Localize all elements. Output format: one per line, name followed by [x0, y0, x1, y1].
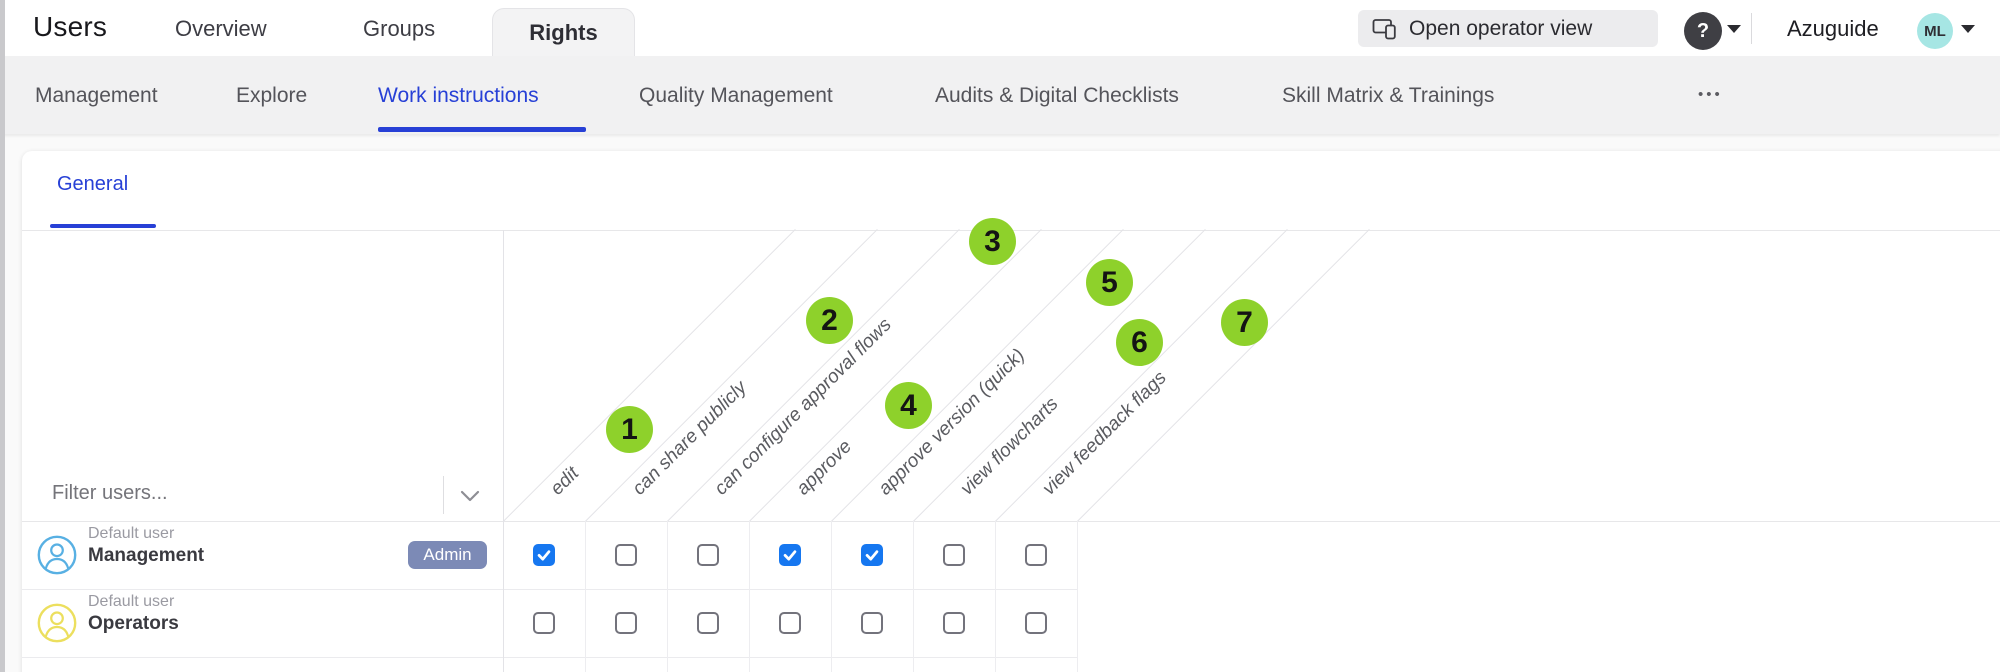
- tab-groups[interactable]: Groups: [363, 16, 436, 41]
- filter-users-input[interactable]: [52, 473, 422, 513]
- table-header-bottom-line: [22, 521, 2000, 522]
- guide-badge-4[interactable]: 4: [885, 382, 932, 429]
- checkbox-operators-edit[interactable]: [533, 612, 555, 634]
- checkbox-management-view-flowcharts[interactable]: [943, 544, 965, 566]
- checkbox-operators-approve[interactable]: [779, 612, 801, 634]
- avatar-initials: ML: [1924, 22, 1946, 40]
- nav-overflow-button[interactable]: •••: [1698, 86, 1723, 103]
- module-nav: Management Explore Work instructions Qua…: [0, 56, 2000, 134]
- checkbox-management-can-share-publicly[interactable]: [615, 544, 637, 566]
- guide-badge-5[interactable]: 5: [1086, 259, 1133, 306]
- check-icon: [537, 550, 551, 561]
- user-avatar-icon-yellow: [37, 603, 77, 643]
- tab-overview[interactable]: Overview: [175, 16, 267, 41]
- column-line: [995, 521, 996, 672]
- nav-item-work-instructions[interactable]: Work instructions: [378, 84, 539, 107]
- guide-badge-6[interactable]: 6: [1116, 319, 1163, 366]
- rights-card: General edit can share publicly can conf…: [22, 151, 2000, 672]
- column-line: [585, 521, 586, 672]
- column-line: [913, 521, 914, 672]
- column-line: [749, 521, 750, 672]
- account-name: Azuguide: [1787, 16, 1879, 41]
- nav-item-audits-digital-checklists[interactable]: Audits & Digital Checklists: [935, 84, 1179, 107]
- diagonal-line: [995, 228, 1288, 522]
- checkbox-operators-can-configure-approval-flows[interactable]: [697, 612, 719, 634]
- dual-screen-icon: [1372, 16, 1397, 41]
- checkbox-management-can-configure-approval-flows[interactable]: [697, 544, 719, 566]
- window-edge: [0, 0, 5, 672]
- account-chevron-down-icon[interactable]: [1961, 25, 1975, 33]
- user-avatar-icon-blue: [37, 535, 77, 575]
- help-chevron-down-icon[interactable]: [1727, 25, 1741, 33]
- guide-badge-3[interactable]: 3: [969, 218, 1016, 265]
- row-subtitle: Default user: [88, 593, 175, 610]
- filter-chevron-down-icon[interactable]: [460, 489, 480, 507]
- nav-item-skill-matrix-trainings[interactable]: Skill Matrix & Trainings: [1282, 84, 1495, 107]
- check-icon: [865, 550, 879, 561]
- nav-item-quality-management[interactable]: Quality Management: [639, 84, 833, 107]
- active-nav-underline: [378, 127, 586, 132]
- column-header-view-feedback-flags: view feedback flags: [1038, 367, 1171, 500]
- column-header-approve: approve: [792, 436, 857, 500]
- nav-item-management[interactable]: Management: [35, 84, 158, 107]
- panel-divider: [503, 230, 504, 672]
- row-name-operators: Operators: [88, 613, 179, 634]
- app-bar: Users Overview Groups Rights Open operat…: [0, 0, 2000, 56]
- checkbox-operators-approve-version-quick[interactable]: [861, 612, 883, 634]
- checkbox-operators-view-flowcharts[interactable]: [943, 612, 965, 634]
- checkbox-management-approve[interactable]: [779, 544, 801, 566]
- check-icon: [783, 550, 797, 561]
- checkbox-management-edit[interactable]: [533, 544, 555, 566]
- guide-badge-1[interactable]: 1: [606, 406, 653, 453]
- general-tab-underline: [50, 224, 156, 228]
- page-title: Users: [33, 11, 108, 42]
- user-avatar[interactable]: ML: [1917, 13, 1953, 49]
- open-operator-view-label: Open operator view: [1409, 16, 1593, 40]
- tab-rights[interactable]: Rights: [492, 8, 635, 56]
- help-button[interactable]: ?: [1684, 12, 1722, 50]
- row-subtitle: Default user: [88, 525, 175, 542]
- open-operator-view-button[interactable]: Open operator view: [1358, 10, 1658, 47]
- tab-rights-label: Rights: [529, 19, 598, 45]
- column-line: [831, 521, 832, 672]
- checkbox-management-approve-version-quick[interactable]: [861, 544, 883, 566]
- tab-general[interactable]: General: [57, 173, 129, 195]
- admin-badge: Admin: [408, 541, 487, 569]
- row-divider: [22, 589, 1077, 590]
- filter-divider: [443, 476, 444, 514]
- column-line: [667, 521, 668, 672]
- guide-badge-7[interactable]: 7: [1221, 299, 1268, 346]
- column-line: [1077, 521, 1078, 672]
- help-icon: ?: [1696, 19, 1710, 42]
- header-divider: [1751, 13, 1752, 44]
- checkbox-operators-can-share-publicly[interactable]: [615, 612, 637, 634]
- nav-item-explore[interactable]: Explore: [236, 84, 308, 107]
- column-header-edit: edit: [546, 462, 584, 500]
- guide-badge-2[interactable]: 2: [806, 297, 853, 344]
- checkbox-operators-view-feedback-flags[interactable]: [1025, 612, 1047, 634]
- row-divider: [22, 657, 1077, 658]
- checkbox-management-view-feedback-flags[interactable]: [1025, 544, 1047, 566]
- row-name-management: Management: [88, 545, 205, 566]
